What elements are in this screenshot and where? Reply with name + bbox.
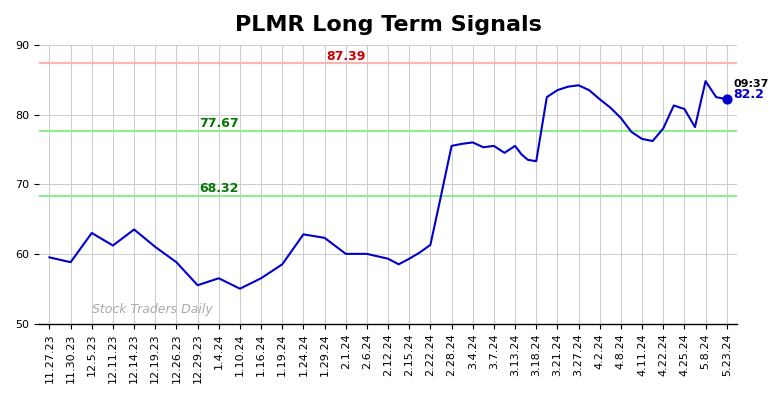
Text: 68.32: 68.32 — [199, 182, 238, 195]
Title: PLMR Long Term Signals: PLMR Long Term Signals — [234, 15, 542, 35]
Text: Stock Traders Daily: Stock Traders Daily — [92, 303, 212, 316]
Text: 09:37: 09:37 — [733, 79, 768, 89]
Text: 82.2: 82.2 — [733, 88, 764, 101]
Text: 77.67: 77.67 — [199, 117, 238, 130]
Text: 87.39: 87.39 — [326, 50, 365, 62]
Point — [720, 96, 733, 102]
